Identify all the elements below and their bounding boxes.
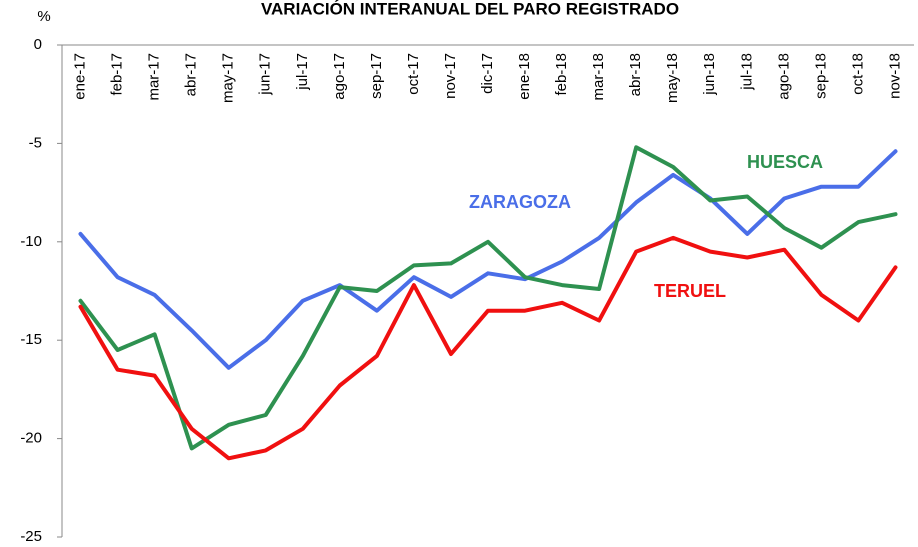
series-line — [78, 235, 898, 461]
x-tick-label: oct-17 — [405, 53, 422, 95]
x-tick-label: jun-17 — [257, 53, 274, 96]
x-tick-label: jun-18 — [701, 53, 718, 96]
x-tick-label: may-17 — [220, 53, 237, 103]
x-tick-label: oct-18 — [849, 53, 866, 95]
x-tick-label: ago-17 — [331, 53, 348, 100]
chart-title: VARIACIÓN INTERANUAL DEL PARO REGISTRADO — [261, 0, 679, 18]
y-tick-label: 0 — [34, 36, 42, 53]
x-tick-label: nov-17 — [442, 53, 459, 99]
series-line — [78, 149, 898, 370]
x-tick-label: feb-17 — [109, 53, 126, 96]
y-tick-label: -20 — [20, 430, 42, 447]
x-tick-label: sep-17 — [368, 53, 385, 99]
x-tick-label: ene-18 — [516, 53, 533, 100]
y-axis-label: % — [37, 8, 50, 25]
series-label: HUESCA — [747, 152, 823, 172]
x-tick-label: ene-17 — [71, 53, 88, 100]
x-tick-label: nov-18 — [886, 53, 903, 99]
series-label: TERUEL — [654, 281, 726, 301]
x-tick-label: jul-17 — [294, 53, 311, 91]
y-tick-label: -10 — [20, 233, 42, 250]
series-label: ZARAGOZA — [469, 192, 571, 212]
x-tick-label: sep-18 — [812, 53, 829, 99]
x-tick-label: mar-17 — [146, 53, 163, 101]
x-tick-label: mar-18 — [590, 53, 607, 101]
x-tick-label: jul-18 — [738, 53, 755, 91]
y-tick-label: -5 — [29, 134, 42, 151]
y-tick-label: -25 — [20, 528, 42, 545]
x-tick-label: ago-18 — [775, 53, 792, 100]
x-tick-label: feb-18 — [553, 53, 570, 96]
series-line — [78, 145, 898, 451]
y-tick-label: -15 — [20, 331, 42, 348]
x-tick-label: abr-18 — [627, 53, 644, 96]
x-tick-label: abr-17 — [183, 53, 200, 96]
x-tick-label: may-18 — [664, 53, 681, 103]
x-tick-label: dic-17 — [479, 53, 496, 94]
